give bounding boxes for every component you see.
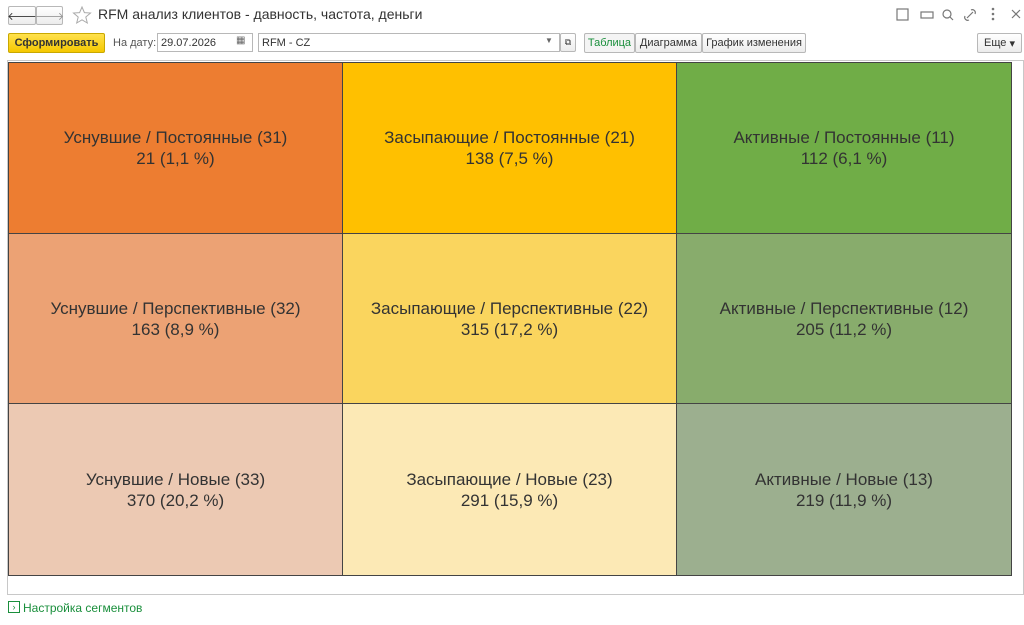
open-button[interactable]: ⧉ — [560, 33, 576, 52]
segment-cell[interactable]: Уснувшие / Постоянные (31) 21 (1,1 %) — [8, 62, 343, 234]
link-icon[interactable] — [964, 9, 976, 21]
tab[interactable]: График изменения — [702, 33, 806, 53]
segment-label: Уснувшие / Перспективные (32) — [50, 298, 301, 318]
segment-cell[interactable]: Уснувшие / Новые (33) 370 (20,2 %) — [8, 403, 343, 576]
segment-label: Уснувшие / Постоянные (31) — [63, 128, 288, 147]
zoom-icon[interactable] — [942, 9, 952, 19]
segment-value: 163 (8,9 %) — [131, 319, 220, 339]
segment-label: Засыпающие / Перспективные (22) — [370, 298, 649, 318]
tab[interactable]: Таблица — [584, 33, 635, 53]
dropdown-arrow[interactable]: ▼ — [545, 36, 553, 45]
selector-value: RFM - CZ — [262, 36, 311, 49]
segment-label: Засыпающие / Постоянные (21) — [384, 128, 635, 147]
back-button[interactable]: 🡐 — [7, 6, 37, 25]
segment-label: Засыпающие / Новые (23) — [406, 469, 613, 489]
more-text: Еще — [984, 37, 1007, 49]
segment-value: 370 (20,2 %) — [126, 490, 225, 510]
segment-cell[interactable]: Засыпающие / Перспективные (22) 315 (17,2… — [342, 233, 677, 404]
segment-value: 219 (11,9 %) — [795, 490, 893, 510]
tab[interactable]: Диаграмма — [635, 33, 702, 53]
close-icon[interactable] — [1011, 9, 1021, 19]
date-label: На дату: — [113, 37, 157, 49]
print-icon[interactable] — [920, 11, 934, 19]
date-input[interactable]: 29.07.2026 — [157, 33, 253, 52]
window-title: RFM анализ клиентов - давность, частота,… — [98, 6, 423, 22]
save-icon[interactable] — [896, 8, 909, 21]
segment-label: Активные / Постоянные (11) — [733, 128, 955, 147]
calendar-icon[interactable]: ▦ — [236, 35, 246, 46]
segment-cell[interactable]: Засыпающие / Постоянные (21) 138 (7,5 %) — [342, 62, 677, 234]
segment-selector[interactable]: RFM - CZ — [258, 33, 560, 52]
segment-value: 21 (1,1 %) — [136, 149, 215, 168]
window-icons — [896, 7, 1021, 21]
expand-icon[interactable]: › — [8, 601, 20, 613]
segment-cell[interactable]: Активные / Постоянные (11) 112 (6,1 %) — [676, 62, 1012, 234]
more-button[interactable]: Еще ▾ — [977, 33, 1022, 53]
date-value: 29.07.2026 — [161, 36, 217, 49]
favorite-star[interactable] — [72, 5, 92, 25]
segment-label: Активные / Перспективные (12) — [719, 298, 969, 318]
segment-cell[interactable]: Уснувшие / Перспективные (32) 163 (8,9 %) — [8, 233, 343, 404]
forward-button[interactable]: 🡒 — [35, 6, 64, 25]
generate-button[interactable]: Сформировать — [8, 33, 105, 53]
segment-label: Уснувшие / Новые (33) — [85, 469, 266, 489]
segment-value: 315 (17,2 %) — [460, 319, 559, 339]
segment-value: 205 (11,2 %) — [795, 319, 893, 339]
segment-cell[interactable]: Засыпающие / Новые (23) 291 (15,9 %) — [342, 403, 677, 576]
segment-value: 138 (7,5 %) — [465, 149, 554, 168]
segment-label: Активные / Новые (13) — [755, 469, 933, 489]
segment-cell[interactable]: Активные / Перспективные (12) 205 (11,2 %… — [676, 233, 1012, 404]
segment-value: 112 (6,1 %) — [800, 149, 888, 168]
segment-value: 291 (15,9 %) — [460, 490, 559, 510]
segment-cell[interactable]: Активные / Новые (13) 219 (11,9 %) — [676, 403, 1012, 576]
settings-link[interactable]: Настройка сегментов — [23, 601, 143, 615]
